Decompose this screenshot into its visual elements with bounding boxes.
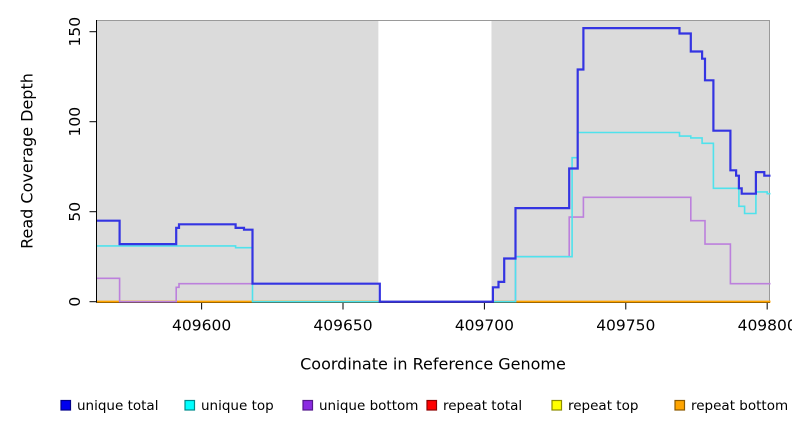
legend-item-unique-total: unique total bbox=[60, 398, 158, 414]
legend-label: repeat bottom bbox=[691, 398, 788, 414]
legend-label: repeat top bbox=[568, 398, 638, 414]
y-tick-label: 100 bbox=[66, 107, 84, 137]
legend-swatch-icon bbox=[184, 399, 196, 411]
legend-swatch-icon bbox=[551, 399, 563, 411]
legend-label: repeat total bbox=[443, 398, 522, 414]
legend-label: unique bottom bbox=[319, 398, 418, 414]
panel-border bbox=[97, 20, 770, 303]
legend-item-unique-top: unique top bbox=[184, 398, 274, 414]
x-tick-label: 409750 bbox=[596, 317, 655, 335]
x-tick-label: 409800 bbox=[738, 317, 792, 335]
y-tick-label: 50 bbox=[66, 202, 84, 222]
legend-label: unique top bbox=[201, 398, 274, 414]
legend-item-repeat-top: repeat top bbox=[551, 398, 638, 414]
y-tick-label: 0 bbox=[66, 297, 84, 307]
legend-item-repeat-total: repeat total bbox=[426, 398, 522, 414]
legend-swatch-icon bbox=[302, 399, 314, 411]
series-line-unique-total bbox=[97, 27, 771, 303]
legend-swatch-icon bbox=[426, 399, 438, 411]
legend-swatch-icon bbox=[60, 399, 72, 411]
x-axis-title: Coordinate in Reference Genome bbox=[300, 354, 566, 374]
y-tick-label: 150 bbox=[66, 17, 84, 47]
coverage-gap-region bbox=[378, 20, 492, 303]
legend-item-repeat-bottom: repeat bottom bbox=[674, 398, 788, 414]
x-tick-label: 409700 bbox=[455, 317, 514, 335]
x-tick-label: 409600 bbox=[172, 317, 231, 335]
legend-label: unique total bbox=[77, 398, 158, 414]
x-tick-label: 409650 bbox=[313, 317, 372, 335]
legend-item-unique-bottom: unique bottom bbox=[302, 398, 418, 414]
legend-swatch-icon bbox=[674, 399, 686, 411]
y-axis-title: Read Coverage Depth bbox=[17, 73, 37, 249]
